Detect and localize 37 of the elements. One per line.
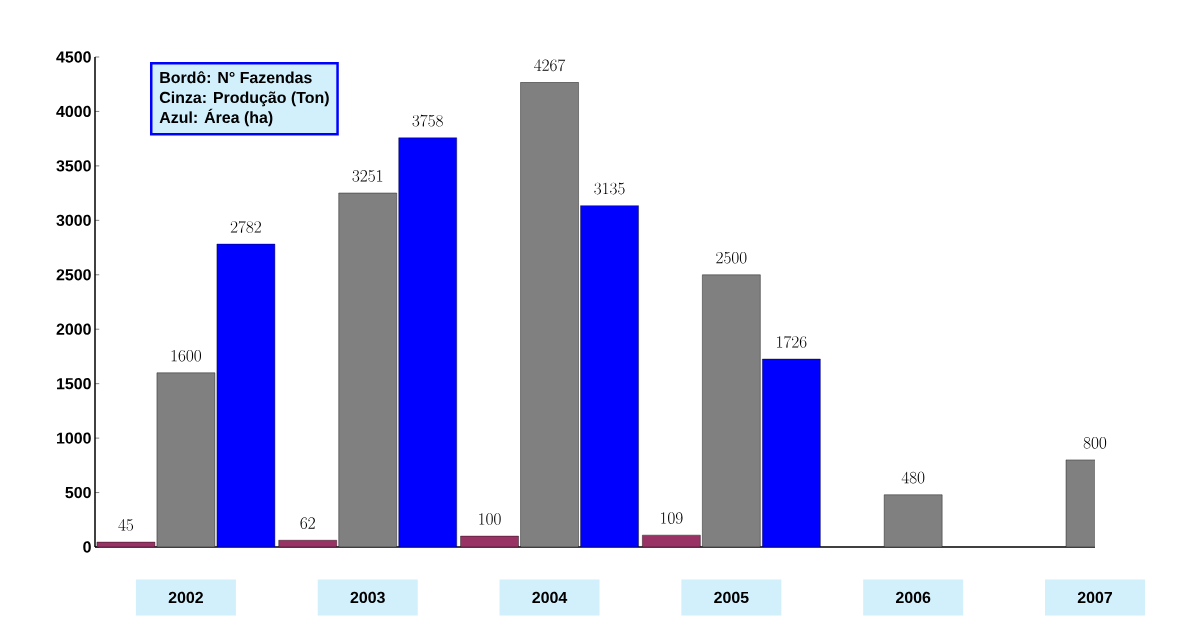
- data-label: 45: [118, 519, 134, 531]
- data-label: 3135: [594, 182, 625, 195]
- annotation: Cinza: Produção (Ton): [159, 91, 329, 107]
- bar: [762, 358, 821, 547]
- annotation: Azul: Área (ha): [159, 108, 273, 127]
- y-tick-label: 2500: [56, 269, 91, 281]
- y-tick-label: 3000: [56, 214, 91, 226]
- y-tick-label: 3500: [56, 160, 91, 172]
- data-label: 109: [661, 512, 683, 524]
- y-tick-label: 4000: [56, 105, 91, 118]
- x-tick-label: 2004: [532, 591, 568, 604]
- x-tick-label: 2002: [168, 591, 203, 604]
- bar: [398, 137, 457, 547]
- y-tick-label: 4500: [56, 51, 91, 63]
- data-label: 3251: [352, 170, 383, 182]
- y-tick-label: 2000: [56, 323, 91, 335]
- y-tick-label: 500: [65, 486, 91, 499]
- y-tick-label: 0: [83, 541, 91, 553]
- x-tick-label: 2003: [350, 591, 385, 604]
- x-tick-label: 2005: [714, 591, 749, 604]
- data-label: 100: [479, 513, 501, 525]
- data-label: 1600: [171, 349, 202, 362]
- y-tick-label: 1000: [57, 432, 91, 444]
- annotation: Bordô: N° Fazendas: [160, 71, 312, 84]
- data-label: 4267: [534, 59, 566, 72]
- data-label: 480: [901, 471, 925, 484]
- x-tick-label: 2007: [1077, 591, 1112, 604]
- data-label: 62: [300, 517, 315, 530]
- data-label: 1726: [777, 335, 807, 348]
- bar: [580, 205, 639, 547]
- data-label: 3758: [412, 114, 443, 127]
- data-label: 2500: [716, 251, 747, 264]
- bar: [216, 243, 276, 547]
- x-tick-label: 2006: [895, 591, 931, 604]
- y-tick-label: 1500: [57, 378, 91, 390]
- data-label: 800: [1083, 436, 1107, 449]
- data-label: 2782: [230, 220, 261, 233]
